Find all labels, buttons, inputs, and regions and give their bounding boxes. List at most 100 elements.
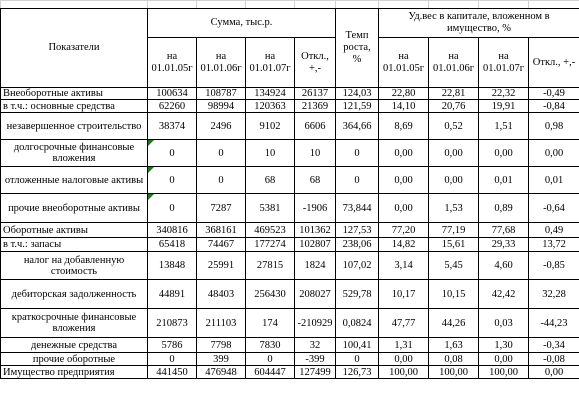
value-cell[interactable]: 441450 [147,365,197,379]
value-cell[interactable]: 107,02 [335,251,379,280]
value-cell[interactable]: 0,00 [378,139,429,167]
value-cell[interactable]: 208027 [294,279,336,309]
value-cell[interactable]: 1824 [294,251,336,280]
value-cell[interactable]: 101362 [294,222,336,238]
header-indicators[interactable]: Показатели [0,8,148,88]
value-cell[interactable]: 100,00 [428,365,479,379]
value-cell[interactable]: 68 [245,166,295,194]
value-cell[interactable]: 62260 [147,99,197,113]
value-cell[interactable]: 2496 [196,112,246,140]
value-cell[interactable]: 476948 [196,365,246,379]
row-label[interactable]: в т.ч.: основные средства [0,99,148,113]
value-cell[interactable]: 5381 [245,193,295,223]
row-label[interactable]: Внеоборотные активы [0,87,148,100]
row-label[interactable]: долгосрочные финансовые вложения [0,139,148,167]
value-cell[interactable]: 0,52 [428,112,479,140]
value-cell[interactable]: -0,08 [528,352,579,366]
value-cell[interactable]: 7830 [245,337,295,353]
value-cell[interactable]: 0,00 [428,139,479,167]
value-cell[interactable]: 0 [196,139,246,167]
value-cell[interactable]: 42,42 [478,279,529,309]
value-cell[interactable]: 100,00 [478,365,529,379]
value-cell[interactable]: -0,49 [528,87,579,100]
value-cell[interactable]: 8,69 [378,112,429,140]
row-label[interactable]: краткосрочные финансовые вложения [0,308,148,338]
value-cell[interactable]: 108787 [196,87,246,100]
value-cell[interactable]: -0,64 [528,193,579,223]
value-cell[interactable]: 120363 [245,99,295,113]
value-cell[interactable]: 13848 [147,251,197,280]
value-cell[interactable]: 0,00 [528,139,579,167]
value-cell[interactable]: 10,17 [378,279,429,309]
value-cell[interactable]: 29,33 [478,237,529,252]
value-cell[interactable]: 77,19 [428,222,479,238]
value-cell[interactable]: 15,61 [428,237,479,252]
value-cell[interactable]: 1,30 [478,337,529,353]
value-cell[interactable]: 0,00 [378,166,429,194]
value-cell[interactable]: 20,76 [428,99,479,113]
value-cell[interactable]: 399 [196,352,246,366]
cell[interactable] [478,0,529,9]
header-growth[interactable]: Темп роста, % [335,8,379,88]
value-cell[interactable]: 77,20 [378,222,429,238]
value-cell[interactable]: 174 [245,308,295,338]
value-cell[interactable]: 1,63 [428,337,479,353]
value-cell[interactable]: 0,49 [528,222,579,238]
value-cell[interactable]: 0,01 [528,166,579,194]
value-cell[interactable]: 604447 [245,365,295,379]
value-cell[interactable]: -0,85 [528,251,579,280]
value-cell[interactable]: 0 [245,352,295,366]
value-cell[interactable]: 124,03 [335,87,379,100]
value-cell[interactable]: 121,59 [335,99,379,113]
header-share[interactable]: Уд.вес в капитале, вложенном в имущество… [378,8,579,38]
value-cell[interactable]: 0,00 [378,193,429,223]
value-cell[interactable]: 469523 [245,222,295,238]
value-cell[interactable]: 19,91 [478,99,529,113]
header-sum-deviation[interactable]: Откл., +,- [294,37,336,88]
value-cell[interactable]: 47,77 [378,308,429,338]
cell[interactable] [147,0,197,9]
row-label[interactable]: прочие внеоборотные активы [0,193,148,223]
value-cell[interactable]: 48403 [196,279,246,309]
value-cell[interactable]: -0,84 [528,99,579,113]
value-cell[interactable]: 25991 [196,251,246,280]
cell[interactable] [528,0,579,9]
value-cell[interactable]: 7287 [196,193,246,223]
value-cell[interactable]: 340816 [147,222,197,238]
value-cell[interactable]: 26137 [294,87,336,100]
value-cell[interactable]: 0,08 [428,352,479,366]
cell[interactable] [196,0,246,9]
value-cell[interactable]: 211103 [196,308,246,338]
row-label[interactable]: Имущество предприятия [0,365,148,379]
value-cell[interactable]: 14,82 [378,237,429,252]
value-cell[interactable]: 100,41 [335,337,379,353]
value-cell[interactable]: 1,51 [478,112,529,140]
value-cell[interactable]: 21369 [294,99,336,113]
row-label[interactable]: дебиторская задолженность [0,279,148,309]
value-cell[interactable]: 0 [335,166,379,194]
row-label[interactable]: прочие оборотные [0,352,148,366]
value-cell[interactable]: 65418 [147,237,197,252]
value-cell[interactable]: 364,66 [335,112,379,140]
value-cell[interactable]: 177274 [245,237,295,252]
header-share-2006[interactable]: на 01.01.06г [428,37,479,88]
value-cell[interactable]: 73,844 [335,193,379,223]
row-label[interactable]: незавершенное строительство [0,112,148,140]
value-cell[interactable]: 5,45 [428,251,479,280]
value-cell[interactable]: 126,73 [335,365,379,379]
row-label[interactable]: налог на добавленную стоимость [0,251,148,280]
value-cell[interactable]: 127,53 [335,222,379,238]
value-cell[interactable]: 38374 [147,112,197,140]
cell[interactable] [335,0,379,9]
value-cell[interactable]: 368161 [196,222,246,238]
value-cell[interactable]: 22,81 [428,87,479,100]
value-cell[interactable]: 210873 [147,308,197,338]
value-cell[interactable]: -399 [294,352,336,366]
value-cell[interactable]: 32,28 [528,279,579,309]
value-cell[interactable]: -0,34 [528,337,579,353]
header-sum-2007[interactable]: на 01.01.07г [245,37,295,88]
value-cell[interactable]: 0 [335,139,379,167]
value-cell[interactable]: 32 [294,337,336,353]
value-cell[interactable]: -1906 [294,193,336,223]
value-cell[interactable]: 98994 [196,99,246,113]
